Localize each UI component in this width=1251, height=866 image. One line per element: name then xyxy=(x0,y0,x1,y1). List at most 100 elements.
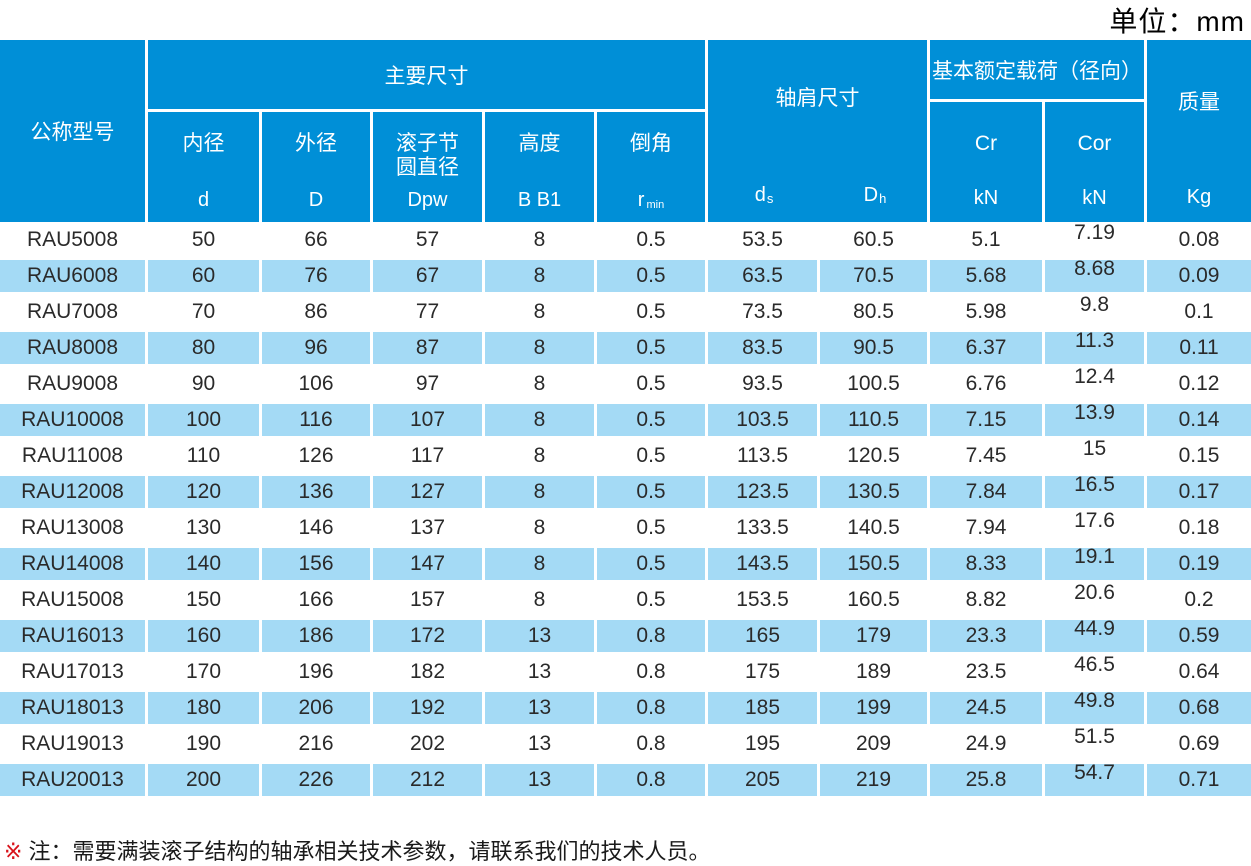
cell-value: 70.5 xyxy=(820,260,930,292)
cell-value: 172 xyxy=(373,620,485,652)
cell-value: 8 xyxy=(485,332,597,364)
cell-value: 24.9 xyxy=(930,728,1045,760)
cell-model: RAU16013 xyxy=(0,620,148,652)
cell-value: 100 xyxy=(148,404,262,436)
cell-value: 0.5 xyxy=(597,476,708,508)
cell-value: 212 xyxy=(373,764,485,796)
cell-value: 5.1 xyxy=(930,224,1045,256)
cell-value: 8 xyxy=(485,368,597,400)
cell-value: 8.82 xyxy=(930,584,1045,616)
cell-value: 8.68 xyxy=(1045,257,1147,292)
header-col-cr: Cr kN xyxy=(930,102,1045,222)
header-col-inner-diameter: 内径 d xyxy=(148,112,262,222)
cell-value: 6.76 xyxy=(930,368,1045,400)
header-col-outer-diameter: 外径 D xyxy=(262,112,373,222)
cell-value: 160 xyxy=(148,620,262,652)
cell-value: 199 xyxy=(820,692,930,724)
col-label: 高度 xyxy=(518,132,561,155)
cell-value: 66 xyxy=(262,224,373,256)
cell-value: 140.5 xyxy=(820,512,930,544)
cell-model: RAU5008 xyxy=(0,224,148,256)
header-col-pitch-diameter: 滚子节 圆直径 Dpw xyxy=(373,112,485,222)
table-row: RAU8008 80 96 87 8 0.5 83.5 90.5 6.37 11.3 0.11 xyxy=(0,329,1251,366)
cell-value: 60 xyxy=(148,260,262,292)
cell-value: 49.8 xyxy=(1045,689,1147,724)
cell-value: 206 xyxy=(262,692,373,724)
cell-value: 8 xyxy=(485,440,597,472)
cell-value: 202 xyxy=(373,728,485,760)
col-symbol: B B1 xyxy=(517,189,562,211)
cell-value: 46.5 xyxy=(1045,653,1147,688)
cell-value: 80 xyxy=(148,332,262,364)
cell-value: 157 xyxy=(373,584,485,616)
cell-value: 0.68 xyxy=(1147,692,1251,724)
col-label: 滚子节 圆直径 xyxy=(396,132,459,180)
cell-value: 5.98 xyxy=(930,296,1045,328)
cell-value: 170 xyxy=(148,656,262,688)
cell-value: 103.5 xyxy=(708,404,820,436)
header-col-chamfer: 倒角 r min xyxy=(597,112,708,222)
cell-value: 7.84 xyxy=(930,476,1045,508)
cell-value: 195 xyxy=(708,728,820,760)
cell-model: RAU11008 xyxy=(0,440,148,472)
cell-value: 110.5 xyxy=(820,404,930,436)
cell-value: 107 xyxy=(373,404,485,436)
cell-model: RAU15008 xyxy=(0,584,148,616)
cell-value: 5.68 xyxy=(930,260,1045,292)
cell-value: 133.5 xyxy=(708,512,820,544)
cell-value: 137 xyxy=(373,512,485,544)
cell-value: 8 xyxy=(485,224,597,256)
cell-value: 96 xyxy=(262,332,373,364)
cell-value: 166 xyxy=(262,584,373,616)
cell-value: 6.37 xyxy=(930,332,1045,364)
cell-value: 186 xyxy=(262,620,373,652)
cell-value: 8 xyxy=(485,260,597,292)
cell-value: 0.5 xyxy=(597,584,708,616)
cell-value: 123.5 xyxy=(708,476,820,508)
cell-value: 200 xyxy=(148,764,262,796)
cell-value: 0.8 xyxy=(597,764,708,796)
cell-model: RAU14008 xyxy=(0,548,148,580)
cell-value: 0.8 xyxy=(597,656,708,688)
cell-value: 23.5 xyxy=(930,656,1045,688)
table-row: RAU20013 200 226 212 13 0.8 205 219 25.8 54.7 0.71 xyxy=(0,761,1251,798)
col-unit: Kg xyxy=(1186,186,1212,208)
cell-value: 0.5 xyxy=(597,332,708,364)
col-symbol: D xyxy=(308,189,324,211)
cell-value: 90 xyxy=(148,368,262,400)
cell-model: RAU12008 xyxy=(0,476,148,508)
cell-value: 0.71 xyxy=(1147,764,1251,796)
cell-value: 7.45 xyxy=(930,440,1045,472)
col-label: 外径 xyxy=(295,132,337,155)
cell-value: 57 xyxy=(373,224,485,256)
table-row: RAU17013 170 196 182 13 0.8 175 189 23.5 46.5 0.64 xyxy=(0,653,1251,690)
cell-value: 0.8 xyxy=(597,692,708,724)
cell-value: 44.9 xyxy=(1045,617,1147,652)
cell-value: 0.2 xyxy=(1184,588,1214,611)
cell-value: 0.59 xyxy=(1147,620,1251,652)
cell-value: 150 xyxy=(148,584,262,616)
cell-value: 8 xyxy=(485,584,597,616)
col-unit: kN xyxy=(973,187,999,209)
cell-value: 73.5 xyxy=(708,296,820,328)
cell-value: 156 xyxy=(262,548,373,580)
cell-value: 185 xyxy=(708,692,820,724)
cell-value: 23.3 xyxy=(930,620,1045,652)
cell-value: 209 xyxy=(820,728,930,760)
cell-value: 120 xyxy=(148,476,262,508)
col-label: 质量 xyxy=(1178,91,1220,114)
cell-value: 0.69 xyxy=(1178,732,1220,755)
cell-value: 8 xyxy=(485,404,597,436)
cell-value: 165 xyxy=(708,620,820,652)
header-col-cor: Cor kN xyxy=(1045,102,1147,222)
cell-value: 25.8 xyxy=(930,764,1045,796)
table-body: RAU5008 50 66 57 8 0.5 53.5 60.5 5.1 7.19 0.08 RAU6… xyxy=(0,221,1251,798)
cell-value: 219 xyxy=(820,764,930,796)
cell-value: 13 xyxy=(485,692,597,724)
cell-value: 53.5 xyxy=(708,224,820,256)
cell-value: 226 xyxy=(262,764,373,796)
cell-model: RAU6008 xyxy=(0,260,148,292)
col-label: 内径 xyxy=(182,132,225,155)
col-label: Cor xyxy=(1077,132,1112,155)
cell-value: 117 xyxy=(373,440,485,472)
